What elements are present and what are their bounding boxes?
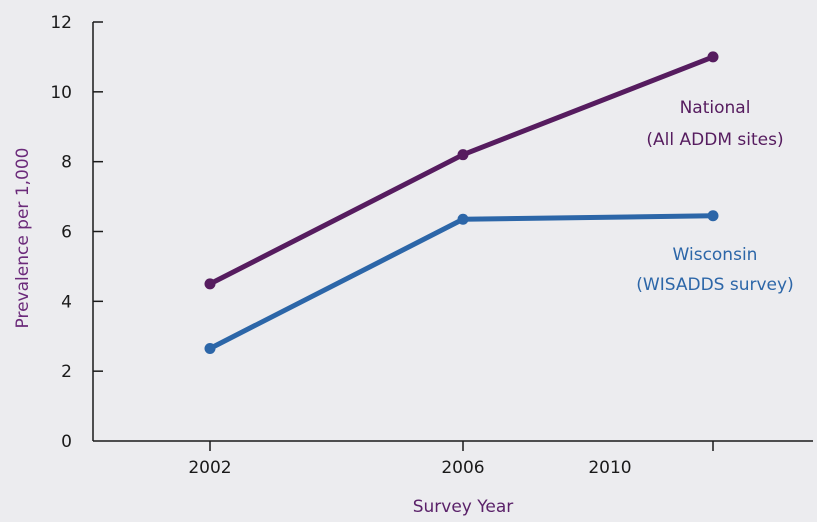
series-label-wisconsin: Wisconsin — [673, 245, 758, 265]
series-line-national — [207, 54, 716, 287]
y-tick-label: 0 — [61, 432, 72, 452]
data-point-national — [204, 278, 216, 290]
y-tick-label: 2 — [61, 362, 72, 382]
data-point-national — [457, 149, 469, 161]
series-lines — [204, 51, 719, 354]
series-label-national: National — [680, 98, 751, 118]
data-point-wisconsin — [707, 210, 719, 222]
data-point-national — [707, 51, 719, 63]
y-tick-label: 8 — [61, 153, 72, 173]
y-tick-label: 12 — [50, 13, 72, 33]
series-sublabel-wisconsin: (WISADDS survey) — [636, 275, 793, 295]
axes — [92, 22, 813, 442]
y-tick-label: 10 — [50, 83, 72, 103]
y-tick-label: 6 — [61, 223, 72, 243]
data-point-wisconsin — [457, 213, 469, 225]
y-axis-title: Prevalence per 1,000 — [13, 148, 33, 329]
x-tick-label: 2002 — [188, 458, 231, 478]
series-sublabel-national: (All ADDM sites) — [646, 130, 783, 150]
x-tick-label: 2006 — [441, 458, 484, 478]
x-axis-ticks: 2002 2006 2010 — [188, 441, 714, 478]
data-point-wisconsin — [204, 342, 216, 354]
series-labels: National (All ADDM sites) Wisconsin (WISADD… — [636, 98, 793, 295]
x-axis-title: Survey Year — [413, 497, 514, 517]
y-tick-label: 4 — [61, 292, 72, 312]
y-axis-ticks: 0 2 4 6 8 10 12 — [50, 13, 103, 452]
x-tick-label: 2010 — [588, 458, 631, 478]
